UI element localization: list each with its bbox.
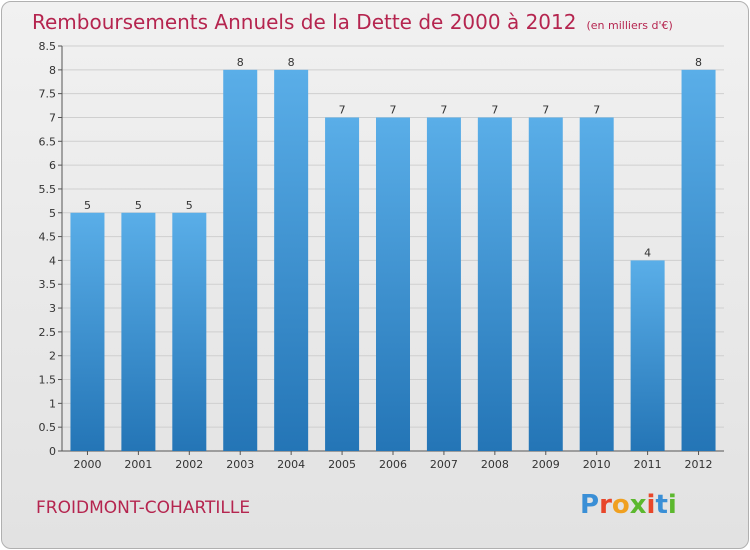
title-unit: (en milliers d'€) (586, 19, 673, 32)
x-tick-label: 2008 (481, 458, 509, 471)
y-tick-label: 4 (49, 254, 56, 267)
x-tick-label: 2012 (685, 458, 713, 471)
y-tick-label: 8 (49, 64, 56, 77)
logo-letter: i (646, 490, 656, 520)
y-tick-label: 6.5 (39, 135, 57, 148)
bar-value-label: 8 (288, 56, 295, 69)
bar-value-label: 7 (440, 103, 447, 116)
bars (70, 69, 716, 452)
bar (681, 69, 716, 451)
city-name: FROIDMONT-COHARTILLE (36, 498, 251, 518)
bar (528, 117, 563, 452)
x-tick-label: 2000 (73, 458, 101, 471)
y-tick-label: 7.5 (39, 88, 57, 101)
value-labels: 5 5 5 8 8 7 7 7 7 7 7 4 8 (84, 56, 702, 260)
x-tick-label: 2007 (430, 458, 458, 471)
logo-letter: r (599, 490, 612, 520)
x-tick-label: 2011 (634, 458, 662, 471)
logo-letter: o (611, 490, 630, 520)
bar (172, 212, 207, 451)
bar-value-label: 4 (644, 246, 651, 259)
y-tick-label: 3.5 (39, 278, 57, 291)
x-tick-label: 2009 (532, 458, 560, 471)
chart-title: Remboursements Annuels de la Dette de 20… (32, 10, 673, 34)
bar (274, 69, 309, 451)
x-tick-label: 2004 (277, 458, 305, 471)
bar-value-label: 8 (237, 56, 244, 69)
x-tick-label: 2003 (226, 458, 254, 471)
x-tick-label: 2002 (175, 458, 203, 471)
bar (325, 117, 360, 452)
y-tick-label: 5 (49, 207, 56, 220)
y-tick-label: 0 (49, 445, 56, 458)
bar-value-label: 7 (339, 103, 346, 116)
y-tick-label: 0.5 (39, 421, 57, 434)
bar-value-label: 7 (491, 103, 498, 116)
y-tick-label: 1.5 (39, 374, 57, 387)
bar (376, 117, 410, 452)
bar (630, 260, 665, 451)
bar-value-label: 5 (84, 199, 91, 212)
y-tick-label: 2 (49, 350, 56, 363)
bar-value-label: 5 (135, 199, 142, 212)
y-tick-label: 3 (49, 302, 56, 315)
bar-value-label: 5 (186, 199, 193, 212)
x-tick-label: 2005 (328, 458, 356, 471)
y-tick-label: 4.5 (39, 231, 57, 244)
y-tick-label: 6 (49, 159, 56, 172)
y-tick-label: 1 (49, 397, 56, 410)
bar-value-label: 7 (593, 103, 600, 116)
bar (121, 212, 156, 451)
y-tick-label: 5.5 (39, 183, 57, 196)
x-tick-label: 2010 (583, 458, 611, 471)
title-text: Remboursements Annuels de la Dette de 20… (32, 10, 577, 34)
bar-value-label: 8 (695, 56, 702, 69)
x-tick-label: 2001 (124, 458, 152, 471)
bar (426, 117, 461, 452)
logo-letter: i (667, 490, 677, 520)
bar-value-label: 7 (390, 103, 397, 116)
logo-letter: t (655, 490, 668, 520)
y-tick-label: 8.5 (39, 40, 57, 53)
x-tick-label: 2006 (379, 458, 407, 471)
proxiti-logo: Proxiti (580, 490, 677, 520)
bar (579, 117, 614, 452)
bar (223, 69, 258, 451)
y-tick-label: 7 (49, 111, 56, 124)
logo-letter: P (580, 490, 600, 520)
bar (477, 117, 512, 452)
bar-value-label: 7 (542, 103, 549, 116)
bar (70, 212, 105, 451)
y-tick-label: 2.5 (39, 326, 57, 339)
logo-letter: x (629, 490, 647, 520)
